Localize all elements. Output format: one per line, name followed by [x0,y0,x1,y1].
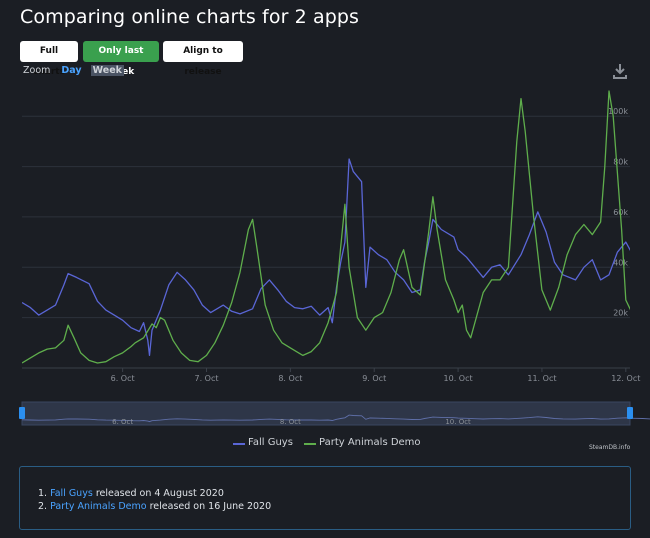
x-tick-label: 10. Oct [444,374,473,383]
legend-fall-guys[interactable]: Fall Guys [248,437,293,448]
zoom-week-button[interactable]: Week [90,65,125,76]
zoom-selector: Zoom Day Week [23,65,125,76]
release-index: 2. [38,501,48,512]
navigator-label: 6. Oct [112,418,133,426]
navigator[interactable]: 6. Oct 8. Oct 10. Oct [19,401,650,426]
zoom-day-button[interactable]: Day [61,65,82,76]
align-to-release-button[interactable]: Align to release [163,41,243,77]
navigator-label: 8. Oct [280,418,301,426]
navigator-handle-right [627,407,633,419]
release-text: released on 4 August 2020 [95,488,224,499]
legend-party-animals-swatch [304,443,316,445]
zoom-label: Zoom [23,65,51,76]
x-tick-label: 7. Oct [194,374,218,383]
grid-lines [22,115,630,369]
x-tick-label: 12. Oct [611,374,640,383]
x-tick-label: 8. Oct [278,374,302,383]
y-tick-label: 100k [608,107,628,116]
steamdb-credit[interactable]: SteamDB.info [589,444,631,451]
x-tick-label: 9. Oct [362,374,386,383]
y-tick-label: 40k [613,258,628,267]
series-line-fall-guys [22,158,630,357]
release-app-link[interactable]: Party Animals Demo [50,501,147,512]
legend: Fall Guys Party Animals Demo [0,437,650,451]
navigator-series-fall-guys [21,414,650,423]
y-tick-label: 20k [613,309,628,318]
page-title: Comparing online charts for 2 apps [20,6,360,28]
release-info-box: 1. Fall Guys released on 4 August 2020 2… [19,466,631,530]
series-group [22,90,630,364]
release-index: 1. [38,488,48,499]
release-app-link[interactable]: Fall Guys [50,488,93,499]
full-charts-button[interactable]: Full charts [20,41,78,77]
legend-fall-guys-swatch [233,443,245,445]
x-tick-label: 11. Oct [527,374,556,383]
release-item: 2. Party Animals Demo released on 16 Jun… [38,500,271,513]
release-text: released on 16 June 2020 [149,501,272,512]
series-line-party-animals [22,90,630,364]
x-axis: 6. Oct 7. Oct 8. Oct 9. Oct 10. Oct 11. Oct 12… [111,368,640,383]
legend-party-animals[interactable]: Party Animals Demo [319,437,421,448]
navigator-handle-left [19,407,25,419]
navigator-label: 10. Oct [445,418,471,426]
x-tick-label: 6. Oct [111,374,135,383]
download-icon[interactable] [613,63,627,79]
y-tick-label: 80k [613,158,628,167]
release-item: 1. Fall Guys released on 4 August 2020 [38,487,271,500]
